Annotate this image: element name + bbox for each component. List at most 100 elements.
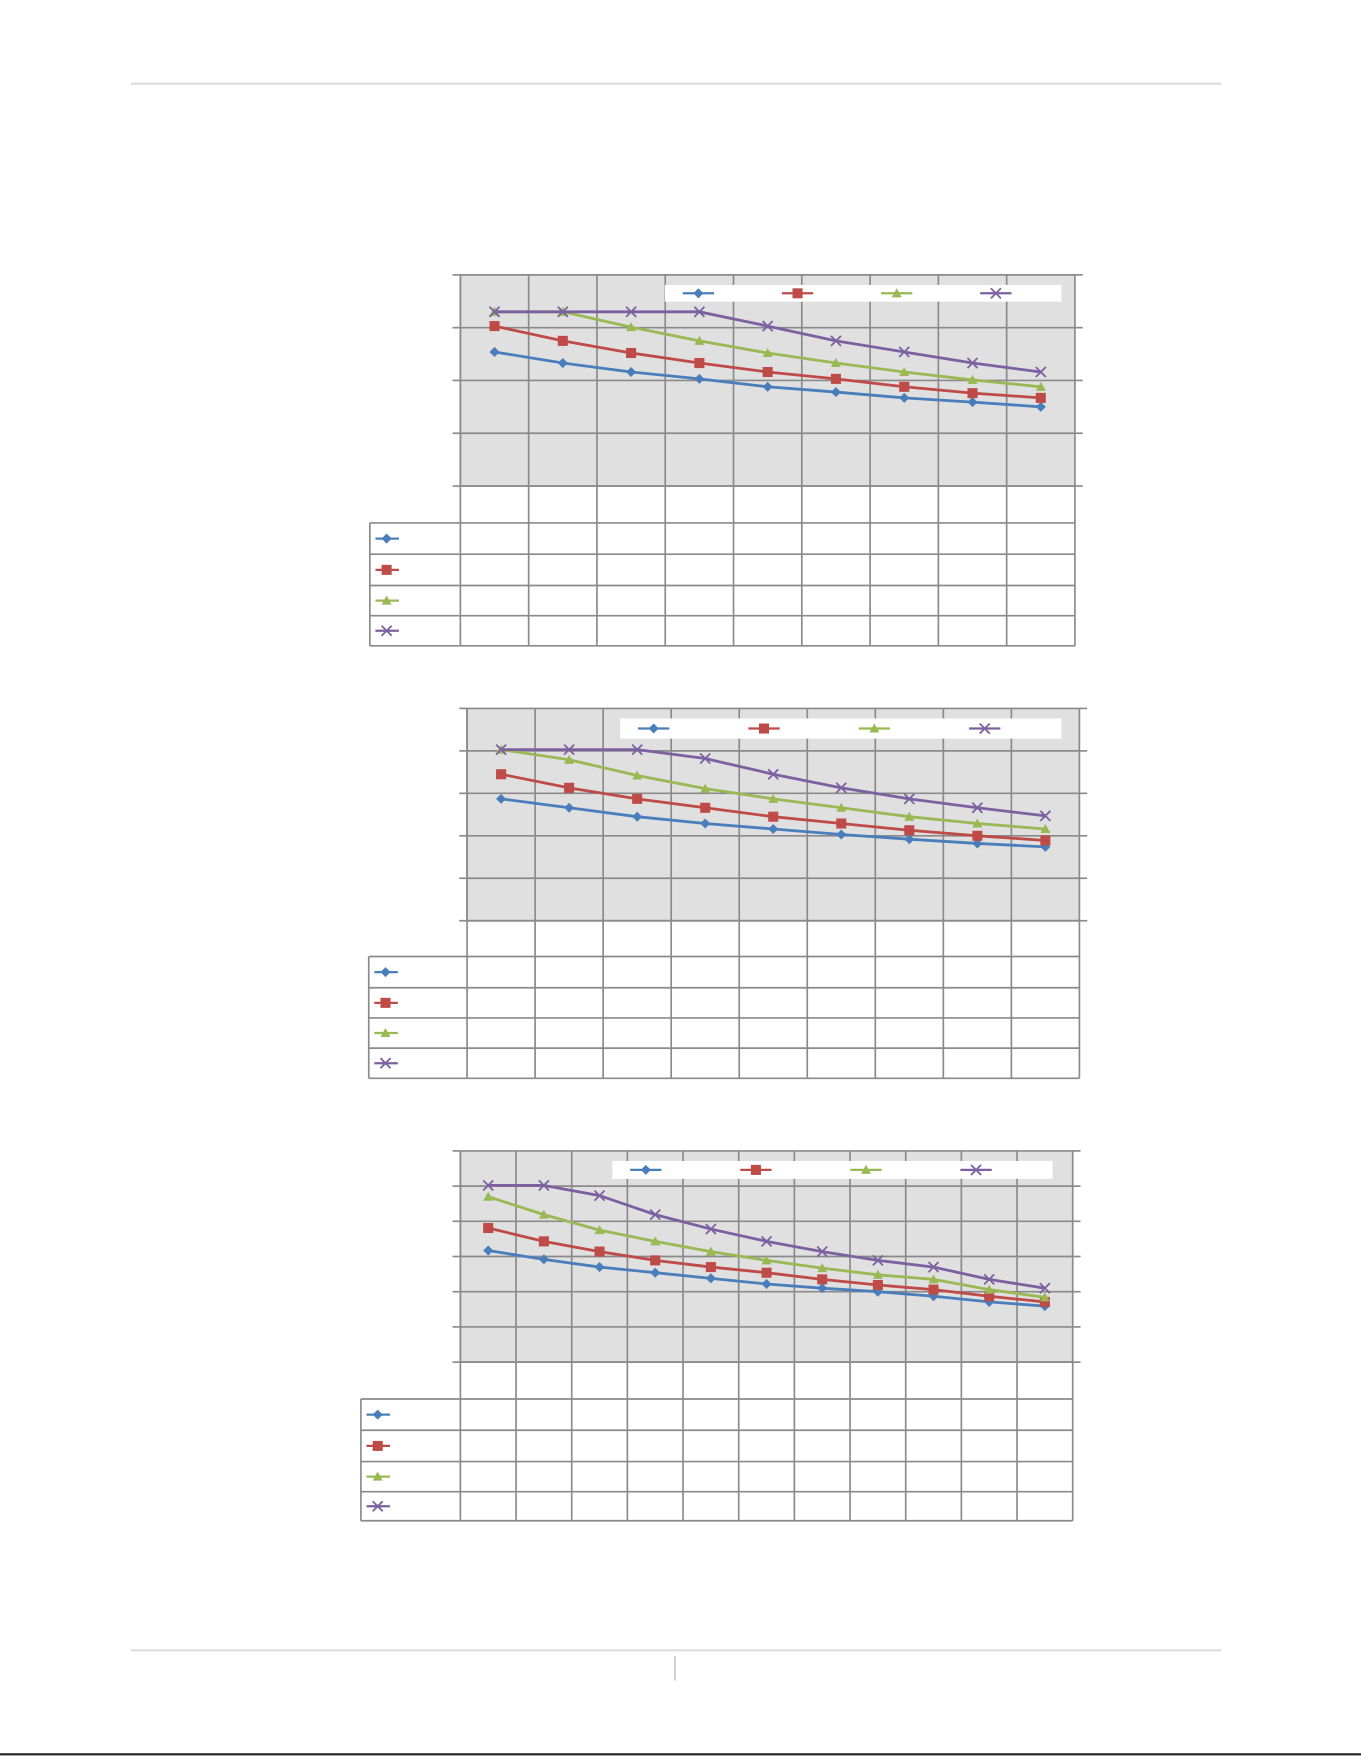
table-key-marker xyxy=(381,595,392,605)
data-point xyxy=(830,335,842,347)
data-point xyxy=(557,358,568,369)
data-point xyxy=(762,381,773,392)
data-point xyxy=(631,743,643,756)
legend-key-marker xyxy=(891,288,902,298)
data-point xyxy=(594,1246,605,1257)
table-key-marker xyxy=(372,1471,383,1481)
data-point xyxy=(1035,381,1046,391)
data-point xyxy=(983,1273,995,1286)
data-point xyxy=(904,811,915,821)
data-point xyxy=(483,1245,494,1256)
table-key-marker xyxy=(372,1440,383,1451)
data-point xyxy=(489,346,500,357)
data-point xyxy=(836,818,847,829)
data-point xyxy=(761,320,774,332)
data-point xyxy=(700,802,711,813)
data-point xyxy=(761,1255,772,1265)
data-point xyxy=(817,1274,828,1285)
table-key-marker xyxy=(380,967,391,978)
data-point xyxy=(632,811,643,822)
data-point xyxy=(972,830,983,841)
table-key-marker xyxy=(381,564,392,575)
data-point xyxy=(768,811,779,822)
table-key-marker xyxy=(372,1500,384,1512)
table-key-marker xyxy=(380,1027,391,1038)
data-point xyxy=(899,392,910,403)
data-point xyxy=(1040,835,1051,846)
legend-key-marker xyxy=(869,723,880,733)
data-point xyxy=(898,346,910,358)
legend-key-marker xyxy=(648,723,659,734)
data-point xyxy=(984,1291,995,1302)
chart xyxy=(360,1150,1081,1522)
data-point xyxy=(694,335,705,345)
data-point xyxy=(594,1225,605,1235)
data-point xyxy=(1040,823,1051,834)
data-point xyxy=(483,1222,494,1234)
legend-key-marker xyxy=(792,288,803,299)
data-point xyxy=(563,743,575,756)
legend xyxy=(612,1160,1053,1179)
data-point xyxy=(817,1283,828,1294)
data-point xyxy=(483,1191,494,1201)
data-point xyxy=(1039,810,1052,822)
data-point xyxy=(761,1278,772,1289)
data-point xyxy=(650,1255,661,1266)
data-point xyxy=(967,374,978,384)
data-point xyxy=(899,381,910,392)
data-point xyxy=(694,358,705,369)
data-point xyxy=(762,347,773,358)
data-point xyxy=(564,754,575,764)
data-point xyxy=(1035,366,1047,378)
data-point xyxy=(495,743,507,756)
data-point xyxy=(984,1284,995,1294)
data-point xyxy=(538,1179,550,1192)
data-point xyxy=(705,1223,717,1235)
data-point xyxy=(496,769,507,780)
data-point xyxy=(632,793,643,804)
chart xyxy=(369,274,1083,647)
data-point xyxy=(496,793,507,804)
data-point xyxy=(694,373,705,384)
legend-key-marker xyxy=(758,723,770,734)
data-point xyxy=(1039,1282,1051,1294)
table-key-marker xyxy=(380,997,391,1008)
data-point xyxy=(557,335,568,346)
table-key-marker xyxy=(380,625,393,637)
data-point xyxy=(564,802,575,813)
data-point xyxy=(650,1236,661,1246)
data-point xyxy=(489,321,500,332)
data-point xyxy=(836,802,847,812)
data-point xyxy=(966,357,979,369)
data-point xyxy=(705,1262,716,1273)
data-point xyxy=(762,366,773,378)
data-point xyxy=(650,1267,661,1278)
data-point xyxy=(872,1279,883,1291)
legend-key-marker xyxy=(640,1164,651,1175)
data-point xyxy=(699,752,711,765)
data-point xyxy=(700,783,711,793)
data-point xyxy=(816,1245,828,1258)
data-point xyxy=(557,306,569,318)
data-point xyxy=(835,782,847,794)
data-point xyxy=(1035,392,1046,403)
data-point xyxy=(705,1273,716,1284)
data-point xyxy=(872,1254,884,1267)
data-point xyxy=(626,322,637,332)
data-point xyxy=(625,306,637,318)
data-point xyxy=(904,834,915,845)
data-point xyxy=(768,823,779,835)
data-point xyxy=(767,768,779,780)
data-point xyxy=(830,387,841,398)
data-point xyxy=(693,306,706,318)
data-point xyxy=(538,1254,549,1265)
legend-key-marker xyxy=(750,1164,761,1175)
data-point xyxy=(760,1235,773,1248)
table-key-marker xyxy=(379,1057,392,1069)
data-point xyxy=(632,770,643,780)
data-point xyxy=(649,1208,661,1221)
data-point xyxy=(626,347,637,359)
data-point xyxy=(872,1269,883,1279)
